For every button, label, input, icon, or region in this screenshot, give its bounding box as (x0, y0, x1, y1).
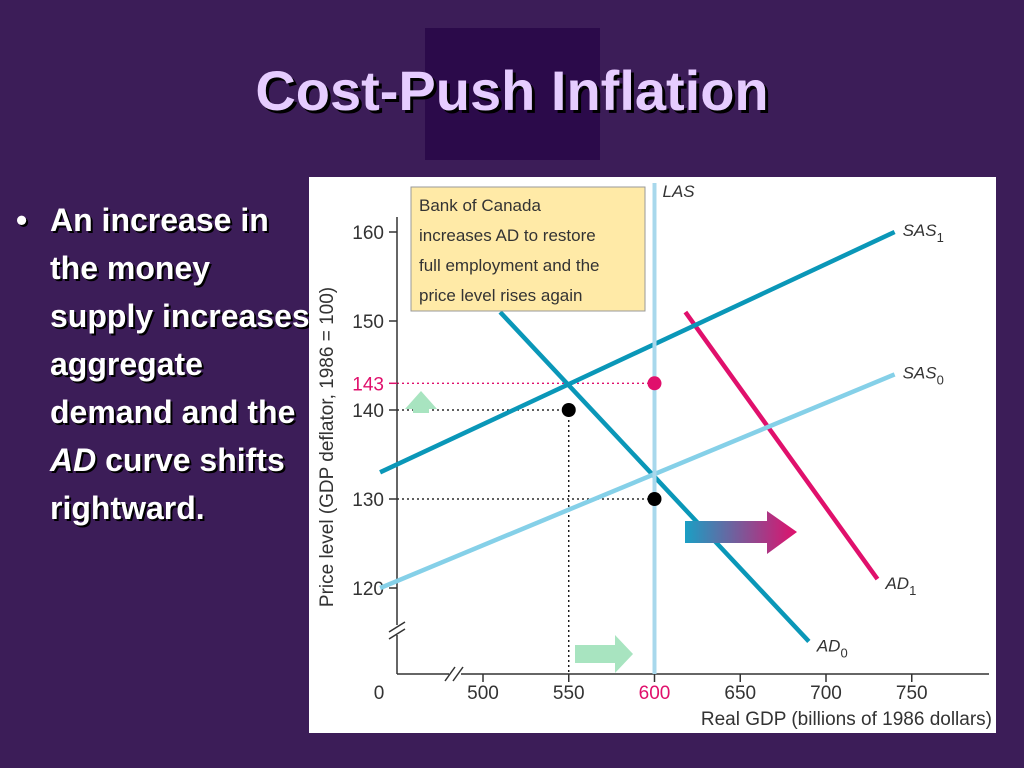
gdp-right-arrow (575, 635, 633, 673)
bullet-text-italic: AD (50, 442, 97, 478)
chart-panel: 120 130 140 143 150 160 500 550 600 650 700 750 Pri… (309, 177, 996, 733)
y-tick-label-130: 130 (352, 490, 384, 511)
series-label-subscript-ad1: 1 (909, 583, 916, 598)
series-label-sas1: SAS1 (903, 221, 944, 245)
x-axis-title: Real GDP (billions of 1986 dollars) (701, 709, 992, 730)
title-background-block (425, 28, 600, 160)
y-axis-break-mark-1 (388, 621, 406, 633)
y-tick-label-140: 140 (352, 401, 384, 422)
bullet-symbol: • (16, 202, 28, 238)
bullet-text-part2: curve shifts rightward. (50, 442, 285, 526)
x-axis-break-mark-1 (444, 666, 456, 682)
series-label-las: LAS (663, 182, 696, 201)
chart-svg: 120 130 140 143 150 160 500 550 600 650 700 750 Pri… (317, 182, 992, 730)
ad-shift-arrow (685, 511, 797, 554)
series-label-subscript-ad0: 0 (840, 645, 847, 660)
annotation-line-3: price level rises again (419, 286, 582, 305)
equilibrium-point-0 (561, 403, 576, 417)
equilibrium-point-1 (647, 492, 662, 506)
series-label-sas0: SAS0 (903, 363, 944, 387)
y-tick-label-150: 150 (352, 312, 384, 333)
annotation-line-1: increases AD to restore (419, 226, 596, 245)
x-tick-label-700: 700 (810, 683, 842, 704)
y-tick-label-143: 143 (352, 374, 384, 395)
slide-title: Cost-Push Inflation (255, 59, 769, 122)
x-axis-break-mark-2 (452, 666, 464, 682)
x-tick-label-600: 600 (639, 683, 671, 704)
series-line-sas0 (379, 372, 896, 591)
series-line-sas1 (379, 229, 896, 475)
series-label-ad1: AD1 (884, 574, 916, 598)
y-tick-label-120: 120 (352, 579, 384, 600)
series-label-ad0: AD0 (816, 636, 848, 660)
annotation-box (410, 186, 646, 312)
series-label-subscript-sas0: 0 (937, 372, 944, 387)
x-tick-label-500: 500 (467, 683, 499, 704)
x-tick-label-550: 550 (553, 683, 585, 704)
series-label-subscript-sas1: 1 (937, 230, 944, 245)
equilibrium-point-2 (647, 376, 662, 391)
annotation-line-0: Bank of Canada (419, 196, 541, 215)
bullet-text: An increase in the money supply increase… (50, 196, 310, 532)
y-axis-break-mark-2 (388, 628, 406, 640)
y-axis-title: Price level (GDP deflator, 1986 = 100) (317, 287, 338, 607)
series-line-ad1 (683, 310, 880, 581)
y-tick-label-160: 160 (352, 223, 384, 244)
x-tick-label-650: 650 (724, 683, 756, 704)
annotation-line-2: full employment and the (419, 256, 600, 275)
bullet-text-part1: An increase in the money supply increase… (50, 202, 310, 430)
x-tick-label-750: 750 (896, 683, 928, 704)
price-up-arrow (405, 391, 437, 413)
x-origin-label: 0 (374, 683, 385, 704)
